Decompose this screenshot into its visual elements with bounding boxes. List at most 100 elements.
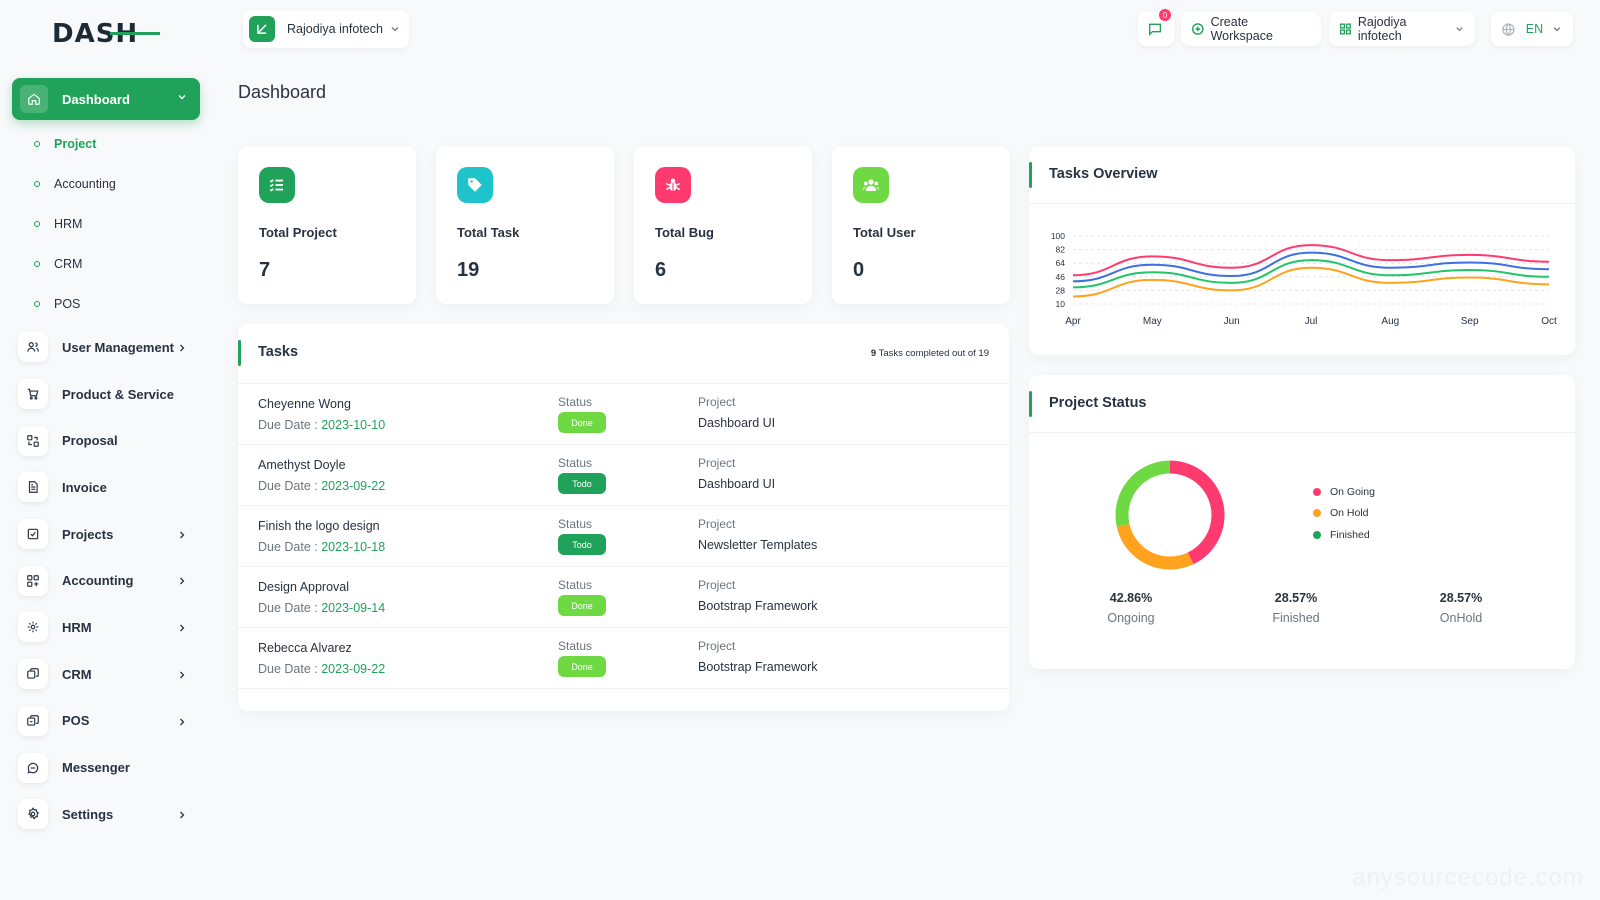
sidebar: Dashboard Project Accounting HRM CRM POS Use… bbox=[12, 78, 200, 838]
create-workspace-button[interactable]: Create Workspace bbox=[1181, 12, 1321, 46]
list-check-icon bbox=[259, 167, 295, 203]
status-label: Status bbox=[558, 456, 593, 470]
task-project: Newsletter Templates bbox=[698, 538, 818, 552]
sidebar-item-settings[interactable]: Settings bbox=[12, 791, 200, 838]
status-label: Status bbox=[558, 395, 593, 409]
status-percentage: 42.86% Ongoing bbox=[1071, 591, 1191, 625]
legend-label: Finished bbox=[1330, 528, 1370, 541]
chevron-right-icon bbox=[180, 624, 185, 632]
user-workspace-dropdown[interactable]: Rajodiya infotech bbox=[1329, 12, 1475, 46]
overview-header: Tasks Overview bbox=[1029, 146, 1575, 204]
legend-label: On Going bbox=[1330, 485, 1375, 498]
percentage-label: Finished bbox=[1272, 611, 1320, 625]
sidebar-item-pos[interactable]: POS bbox=[12, 698, 200, 745]
project-status-card: Project Status On Going On Hold Finished 4… bbox=[1029, 375, 1575, 669]
y-tick-label: 28 bbox=[1056, 285, 1066, 295]
legend-item: On Going bbox=[1313, 481, 1375, 503]
tasks-completed-count: 9 Tasks completed out of 19 bbox=[870, 348, 989, 359]
submenu-item-crm[interactable]: CRM bbox=[12, 244, 200, 284]
submenu-item-project[interactable]: Project bbox=[12, 124, 200, 164]
sidebar-item-label: Invoice bbox=[62, 479, 107, 495]
bug-icon bbox=[655, 167, 691, 203]
stat-label: Total Bug bbox=[655, 225, 714, 240]
project-status-title: Project Status bbox=[1049, 395, 1147, 411]
task-name: Cheyenne Wong bbox=[258, 397, 351, 411]
home-icon bbox=[20, 85, 48, 113]
sidebar-item-hrm[interactable]: HRM bbox=[12, 604, 200, 651]
tasks-overview-chart: 100 82 64 46 28 10 Apr May Jun Jul Aug Sep Oct bbox=[1051, 231, 1557, 327]
submenu-item-pos[interactable]: POS bbox=[12, 284, 200, 324]
percentage-value: 28.57% bbox=[1439, 591, 1483, 605]
x-tick-label: Jun bbox=[1224, 316, 1240, 327]
status-label: Status bbox=[558, 578, 593, 592]
task-row[interactable]: Finish the logo design Due Date : 2023-10… bbox=[238, 506, 1009, 567]
legend-item: On Hold bbox=[1313, 503, 1375, 525]
task-row[interactable]: Amethyst Doyle Due Date : 2023-09-22 Statu… bbox=[238, 445, 1009, 506]
sidebar-item-label: POS bbox=[62, 713, 90, 729]
project-label: Project bbox=[698, 456, 736, 470]
task-row[interactable]: Design Approval Due Date : 2023-09-14 Stat… bbox=[238, 567, 1009, 628]
legend-dot-icon bbox=[1313, 530, 1321, 539]
tag-icon bbox=[457, 167, 493, 203]
task-project: Bootstrap Framework bbox=[698, 660, 818, 674]
workspace-select[interactable]: Rajodiya infotech bbox=[243, 10, 409, 48]
x-tick-label: Oct bbox=[1541, 316, 1557, 327]
dashboard-submenu: Project Accounting HRM CRM POS bbox=[12, 124, 200, 324]
chevron-right-icon bbox=[180, 344, 185, 352]
stat-label: Total User bbox=[853, 225, 916, 240]
task-due-date: Due Date : 2023-09-14 bbox=[258, 601, 386, 615]
submenu-item-accounting[interactable]: Accounting bbox=[12, 164, 200, 204]
tasks-overview-card: Tasks Overview 100 82 64 46 28 10 Apr May Jun Jul… bbox=[1029, 146, 1575, 355]
sidebar-item-product-service[interactable]: Product & Service bbox=[12, 371, 200, 418]
series-line-3 bbox=[1072, 266, 1550, 298]
projects-icon bbox=[18, 519, 48, 550]
task-due-date: Due Date : 2023-09-22 bbox=[258, 662, 386, 676]
chevron-down-icon bbox=[178, 95, 186, 100]
cart-icon bbox=[18, 379, 48, 410]
x-tick-label: Sep bbox=[1461, 316, 1479, 327]
sidebar-item-accounting[interactable]: Accounting bbox=[12, 557, 200, 604]
section-accent bbox=[1029, 162, 1032, 188]
sidebar-item-crm[interactable]: CRM bbox=[12, 651, 200, 698]
sidebar-item-projects[interactable]: Projects bbox=[12, 511, 200, 558]
stat-card-total-task: Total Task 19 bbox=[436, 146, 614, 304]
status-badge: Done bbox=[558, 595, 606, 616]
workspace-name: Rajodiya infotech bbox=[287, 22, 383, 36]
sidebar-item-invoice[interactable]: Invoice bbox=[12, 464, 200, 511]
user-workspace-label: Rajodiya infotech bbox=[1357, 15, 1407, 43]
submenu-item-hrm[interactable]: HRM bbox=[12, 204, 200, 244]
language-dropdown[interactable]: EN bbox=[1491, 12, 1573, 46]
status-label: Status bbox=[558, 517, 593, 531]
task-due-date: Due Date : 2023-09-22 bbox=[258, 479, 386, 493]
users-icon bbox=[18, 332, 48, 363]
x-tick-label: Aug bbox=[1381, 316, 1399, 327]
submenu-item-label: POS bbox=[54, 297, 81, 311]
stat-value: 7 bbox=[259, 259, 271, 281]
language-label: EN bbox=[1525, 22, 1544, 36]
task-name: Finish the logo design bbox=[258, 519, 380, 533]
sidebar-nav: User Management Product & Service Proposal… bbox=[12, 324, 200, 838]
invoice-icon bbox=[18, 472, 48, 503]
sidebar-item-label: Settings bbox=[62, 806, 114, 822]
messenger-icon bbox=[18, 752, 48, 783]
legend-label: On Hold bbox=[1330, 507, 1369, 520]
sidebar-item-label: User Management bbox=[62, 339, 174, 355]
sidebar-item-dashboard[interactable]: Dashboard bbox=[12, 78, 200, 120]
section-accent bbox=[238, 340, 241, 366]
sidebar-item-messenger[interactable]: Messenger bbox=[12, 744, 200, 791]
percentage-value: 42.86% bbox=[1109, 591, 1153, 605]
sidebar-item-proposal[interactable]: Proposal bbox=[12, 417, 200, 464]
messages-button[interactable]: 0 bbox=[1138, 9, 1174, 46]
bullet-icon bbox=[34, 261, 40, 267]
sidebar-item-label: HRM bbox=[62, 619, 92, 635]
sidebar-item-user-management[interactable]: User Management bbox=[12, 324, 200, 371]
chevron-right-icon bbox=[180, 531, 185, 539]
task-row[interactable]: Cheyenne Wong Due Date : 2023-10-10 Status… bbox=[238, 384, 1009, 445]
chevron-right-icon bbox=[180, 671, 185, 679]
x-tick-label: Apr bbox=[1065, 316, 1081, 327]
sidebar-item-label: Proposal bbox=[62, 433, 118, 449]
submenu-item-label: HRM bbox=[54, 217, 83, 231]
apps-icon bbox=[1339, 23, 1351, 35]
task-row[interactable]: Rebecca Alvarez Due Date : 2023-09-22 Stat… bbox=[238, 628, 1009, 689]
donut-slice-on-hold bbox=[1115, 460, 1225, 570]
